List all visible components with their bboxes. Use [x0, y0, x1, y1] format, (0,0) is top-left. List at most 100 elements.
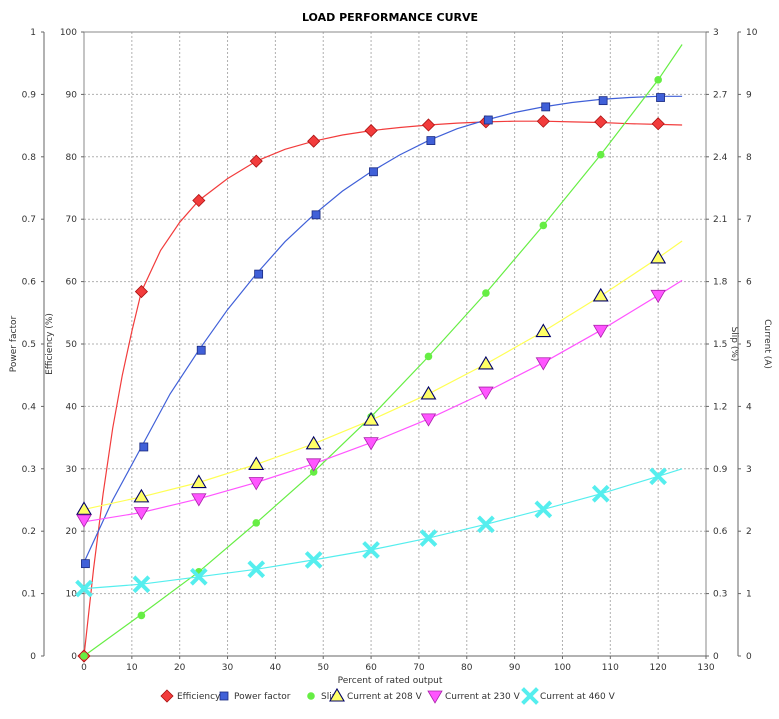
legend-marker: [521, 687, 539, 705]
data-point: [252, 519, 261, 527]
data-point: [75, 579, 93, 598]
legend-marker: [307, 692, 315, 700]
pf-tick-label: 0.7: [22, 215, 36, 225]
x-tick-label: 10: [126, 663, 138, 673]
markers-current-at-230-v: [76, 289, 666, 528]
data-point: [81, 559, 90, 569]
eff-tick-label: 60: [66, 278, 78, 288]
eff-tick-label: 80: [66, 153, 78, 163]
slip-tick-label: 3: [713, 28, 719, 38]
legend-label: Efficiency: [177, 692, 221, 702]
data-point: [369, 167, 378, 177]
data-point: [364, 124, 378, 138]
eff-tick-label: 70: [66, 215, 78, 225]
pf-tick-label: 0.8: [22, 153, 37, 163]
eff-tick-label: 0: [71, 652, 77, 662]
data-point: [477, 515, 495, 534]
cur-tick-label: 8: [746, 153, 752, 163]
data-point: [424, 352, 433, 361]
legend-marker: [427, 690, 443, 704]
cur-tick-label: 4: [746, 402, 752, 412]
eff-tick-label: 20: [66, 527, 78, 537]
data-point: [591, 484, 610, 503]
data-point: [598, 96, 608, 106]
pf-tick-label: 0.1: [22, 590, 36, 600]
pf-tick-label: 0.6: [22, 278, 37, 288]
data-point: [192, 193, 206, 208]
eff-tick-label: 30: [66, 465, 78, 475]
data-point: [536, 114, 550, 128]
data-point: [482, 289, 490, 297]
data-point: [654, 76, 662, 84]
x-tick-label: 20: [174, 663, 186, 673]
data-point: [305, 435, 322, 450]
series-markers: [75, 76, 667, 663]
slip-tick-label: 0: [713, 652, 719, 662]
cur-tick-label: 6: [746, 278, 752, 288]
legend-marker: [160, 689, 174, 703]
x-axis-label: Percent of rated output: [338, 676, 443, 686]
data-point: [477, 355, 494, 370]
x-tick-label: 90: [509, 663, 521, 673]
markers-power-factor: [81, 93, 665, 569]
data-point: [80, 652, 88, 660]
eff-tick-label: 50: [66, 340, 78, 350]
legend-label: Slip: [321, 692, 338, 702]
x-tick-label: 110: [602, 663, 619, 673]
legend-item: Power factor: [219, 691, 291, 702]
data-point: [535, 357, 552, 371]
data-point: [248, 477, 264, 491]
pf-tick-label: 1: [30, 28, 36, 38]
slip-tick-label: 1.2: [713, 402, 727, 412]
cur-tick-label: 2: [746, 527, 752, 537]
eff-axis-label: Efficiency (%): [45, 313, 55, 375]
slip-tick-label: 0.6: [713, 527, 728, 537]
slip-tick-label: 2.7: [713, 90, 727, 100]
data-point: [483, 115, 493, 125]
data-point: [539, 221, 548, 230]
data-point: [305, 458, 322, 472]
data-point: [190, 567, 208, 586]
legend-label: Current at 460 V: [540, 692, 616, 702]
slip-tick-label: 1.8: [713, 278, 728, 288]
data-point: [76, 501, 92, 515]
data-point: [132, 575, 151, 594]
data-point: [420, 413, 437, 427]
legend-item: Efficiency: [160, 689, 221, 703]
data-point: [191, 493, 207, 507]
curve-current-at-208-v: [83, 240, 683, 510]
x-tick-label: 60: [365, 663, 377, 673]
data-point: [133, 488, 150, 503]
data-point: [134, 285, 148, 299]
pf-tick-label: 0.5: [22, 340, 36, 350]
x-tick-label: 100: [554, 663, 571, 673]
x-tick-label: 120: [650, 663, 667, 673]
slip-tick-label: 2.1: [713, 215, 727, 225]
legend-item: Current at 208 V: [329, 687, 423, 702]
eff-tick-label: 10: [66, 590, 78, 600]
data-point: [196, 345, 206, 355]
cur-axis-label: Current (A): [762, 319, 772, 369]
cur-tick-label: 9: [746, 90, 752, 100]
cur-tick-label: 3: [746, 465, 752, 475]
legend: Efficiency Power factor Slip Current at 208…: [160, 687, 616, 705]
data-point: [535, 323, 552, 338]
data-point: [594, 115, 608, 129]
data-point: [650, 249, 667, 264]
eff-tick-label: 100: [60, 28, 77, 38]
legend-marker: [219, 691, 229, 701]
data-point: [421, 118, 436, 132]
legend-item: Current at 460 V: [521, 687, 616, 705]
data-point: [596, 150, 605, 159]
data-point: [592, 287, 609, 302]
legend-item: Slip: [307, 692, 338, 702]
pf-tick-label: 0.3: [22, 465, 36, 475]
eff-tick-label: 90: [66, 90, 78, 100]
markers-slip: [80, 76, 662, 660]
data-point: [649, 467, 667, 486]
x-tick-label: 70: [413, 663, 425, 673]
data-point: [137, 611, 146, 620]
slip-axis-label: Slip (%): [729, 327, 739, 362]
axes: 0 10 20 30 40 50 60 70 80 90 100 110 120 13000.10.20.…: [9, 28, 772, 673]
